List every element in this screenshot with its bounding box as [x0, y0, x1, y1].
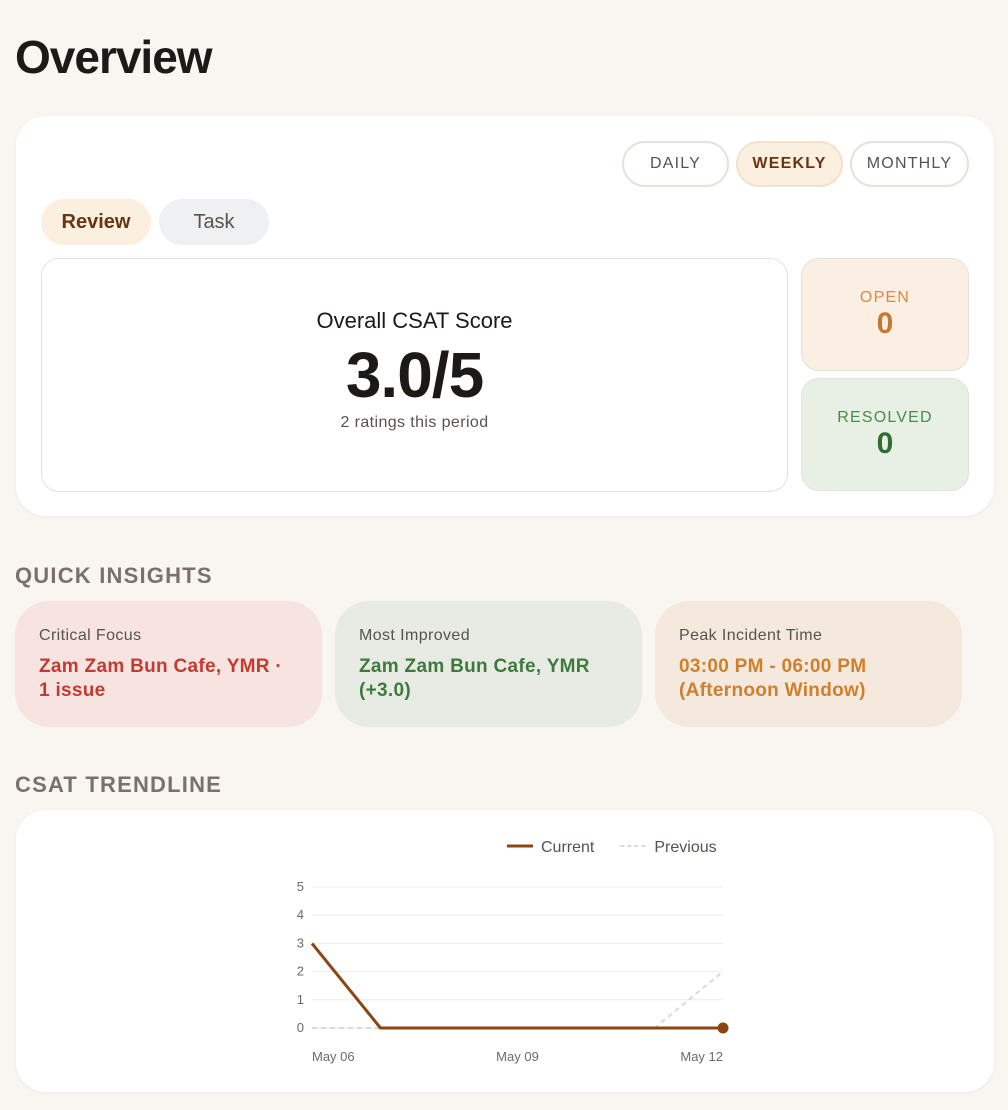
period-tab[interactable]: WEEKLY	[736, 141, 843, 187]
period-tab[interactable]: MONTHLY	[850, 141, 969, 187]
mode-tab[interactable]: Review	[41, 199, 151, 245]
score-box: Overall CSAT Score 3.0/5 2 ratings this …	[41, 258, 788, 492]
legend-label: Previous	[654, 839, 716, 856]
series-end-dot	[717, 1022, 729, 1034]
trend-card	[16, 810, 994, 1092]
y-tick-label: 1	[297, 992, 304, 1007]
insight-value: 03:00 PM - 06:00 PM (Afternoon Window)	[679, 656, 867, 701]
insight-card: Most Improved Zam Zam Bun Cafe, YMR (+3.…	[335, 601, 642, 727]
status-value: 0	[876, 426, 894, 460]
score-subtitle: 2 ratings this period	[340, 414, 489, 431]
score-value: 3.0/5	[345, 339, 484, 411]
score-title: Overall CSAT Score	[316, 308, 513, 333]
resolved-box[interactable]: RESOLVED 0	[801, 378, 969, 491]
insight-value: Zam Zam Bun Cafe, YMR · 1 issue	[39, 656, 283, 701]
status-value: 0	[876, 306, 894, 340]
insight-value: Zam Zam Bun Cafe, YMR (+3.0)	[359, 656, 590, 701]
x-tick-label: May 06	[312, 1049, 355, 1064]
y-tick-label: 4	[297, 907, 304, 922]
insight-card: Critical Focus Zam Zam Bun Cafe, YMR · 1…	[15, 601, 322, 727]
legend-label: Current	[541, 839, 595, 856]
status-label: OPEN	[859, 288, 911, 306]
section-title: CSAT TRENDLINE	[15, 772, 223, 797]
x-tick-label: May 12	[680, 1049, 723, 1064]
y-tick-label: 2	[297, 964, 304, 979]
insight-card: Peak Incident Time 03:00 PM - 06:00 PM (…	[655, 601, 962, 727]
status-label: RESOLVED	[837, 408, 933, 426]
mode-tab[interactable]: Task	[159, 199, 269, 245]
page-title: Overview	[15, 31, 213, 83]
period-tab[interactable]: DAILY	[622, 141, 729, 187]
series-line	[310, 942, 723, 1030]
insight-label: Critical Focus	[39, 627, 142, 644]
y-tick-label: 3	[297, 935, 304, 950]
y-tick-label: 0	[297, 1020, 304, 1035]
insight-label: Peak Incident Time	[679, 627, 823, 644]
section-title: QUICK INSIGHTS	[15, 563, 213, 588]
y-tick-label: 5	[297, 879, 304, 894]
insight-label: Most Improved	[359, 627, 471, 644]
open-box[interactable]: OPEN 0	[801, 258, 969, 371]
x-tick-label: May 09	[496, 1049, 539, 1064]
